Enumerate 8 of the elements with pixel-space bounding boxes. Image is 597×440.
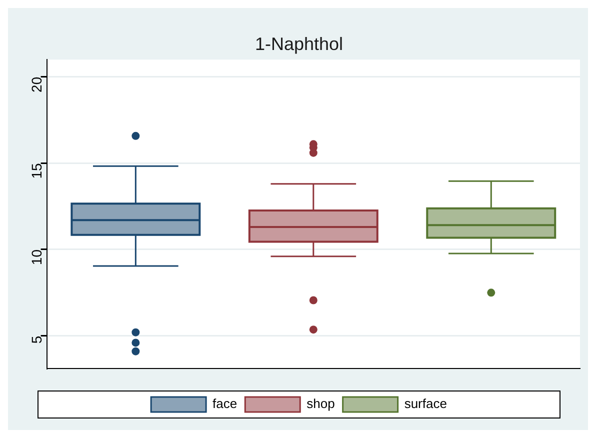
legend-label: shop — [306, 396, 335, 412]
y-tick-label: 10 — [28, 249, 45, 266]
y-tick-label: 15 — [28, 162, 45, 179]
chart-title: 1-Naphthol — [254, 34, 344, 54]
legend-label: surface — [404, 396, 447, 412]
legend-label: face — [212, 396, 238, 412]
y-tick-label: 20 — [28, 76, 45, 92]
y-tick-label: 5 — [28, 336, 45, 344]
